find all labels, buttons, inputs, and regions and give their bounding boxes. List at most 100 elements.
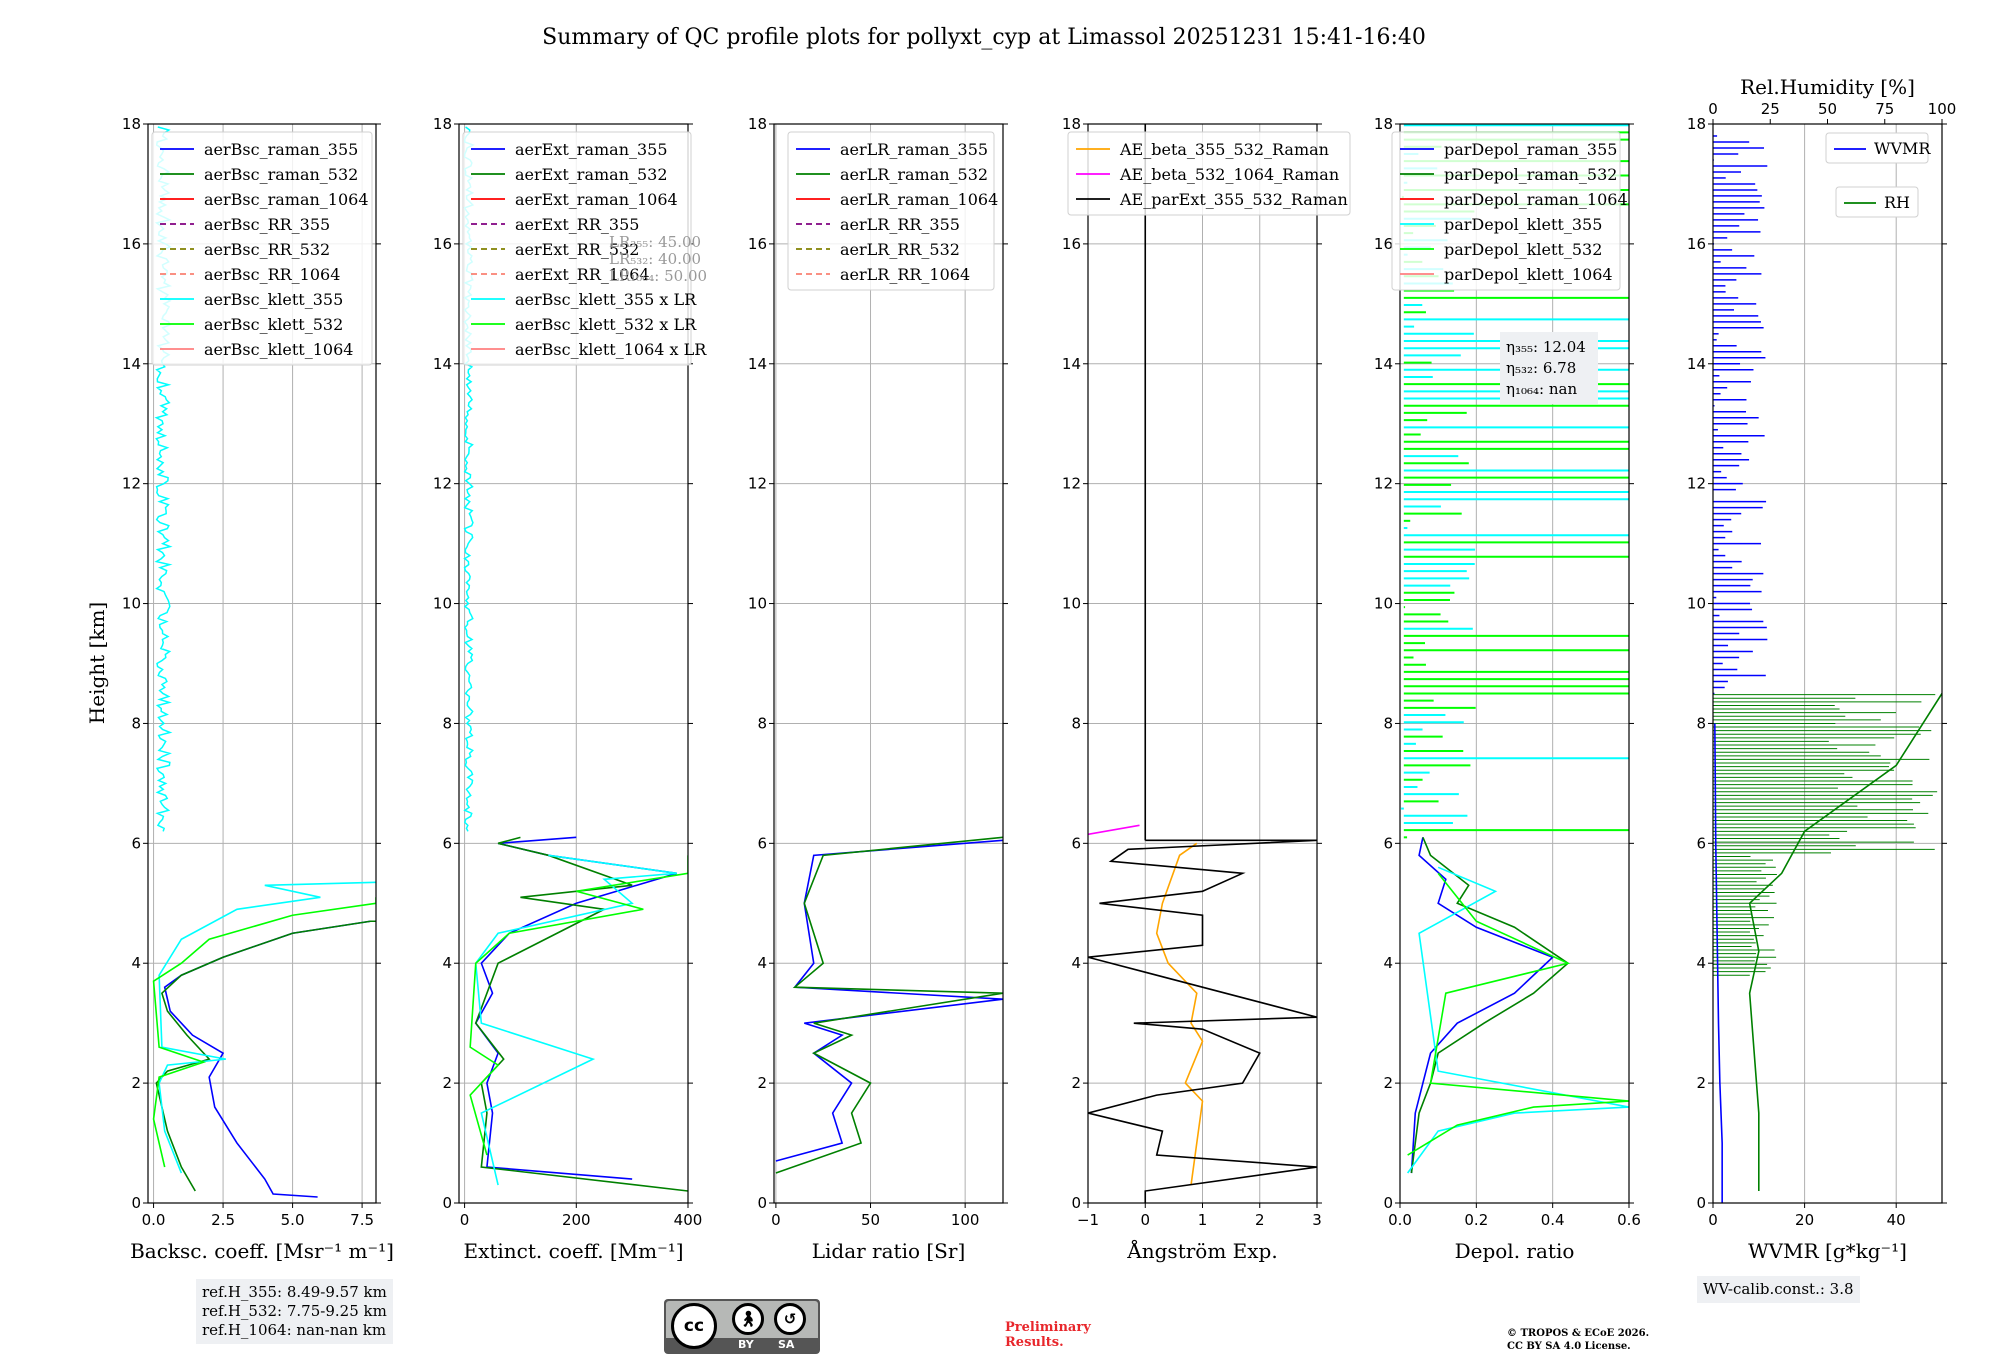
legend: parDepol_raman_355 parDepol_raman_532 parD… [1391, 131, 1628, 291]
y-tick-label: 12 [748, 475, 767, 493]
series-aerbsc-raman-532 [155, 920, 376, 1192]
y-tick-label: 14 [122, 355, 141, 373]
legend-label-aerbsc-klett-355: aerBsc_klett_355 [204, 290, 343, 309]
y-tick-label: 14 [433, 355, 452, 373]
legend-label-ae-parext-355-532-raman: AE_parExt_355_532_Raman [1119, 190, 1348, 209]
legend: aerBsc_raman_355 aerBsc_raman_532 aerBsc_r… [151, 131, 373, 366]
y-tick-label: 10 [433, 595, 452, 613]
legend: aerLR_raman_355 aerLR_raman_532 aerLR_rama… [787, 131, 998, 291]
y-tick-label: 12 [1687, 475, 1706, 493]
x-tick-label: 7.5 [350, 1211, 374, 1229]
legend-label-pardepol-klett-355: parDepol_klett_355 [1444, 215, 1602, 234]
panel-5: 0.0 0.2 0.4 0.6 0 2 4 6 8 10 12 14 16 18 Depol. ratio p… [1374, 115, 1641, 1263]
y-tick-label: 12 [1062, 475, 1081, 493]
eta-box: η₃₅₅: 12.04 η₅₃₂: 6.78 η₁₀₆₄: nan [1500, 332, 1598, 404]
y-tick-label: 0 [442, 1194, 452, 1212]
top-x-tick-label: 75 [1875, 100, 1894, 118]
legend-box [1825, 132, 1929, 164]
y-tick-label: 10 [748, 595, 767, 613]
y-tick-label: 6 [1071, 834, 1081, 852]
legend-rh: RH [1835, 186, 1919, 218]
series-group [1088, 124, 1317, 1203]
ref-height-355: ref.H_355: 8.49-9.57 km [202, 1283, 387, 1301]
cc-icon: cc [671, 1303, 717, 1349]
axes-frame [147, 123, 377, 1204]
x-axis-label: Backsc. coeff. [Msr⁻¹ m⁻¹] [130, 1239, 394, 1263]
copyright-line-2: CC BY SA 4.0 License. [1507, 1341, 1631, 1352]
legend-label-aerbsc-klett-1064: aerBsc_klett_1064 [204, 340, 353, 359]
legend-label-aerbsc-klett-1064-x-lr: aerBsc_klett_1064 x LR [515, 340, 707, 359]
y-tick-label: 18 [1374, 115, 1393, 133]
x-tick-label: −1 [1077, 1211, 1099, 1229]
legend-label-aerbsc-rr-355: aerBsc_RR_355 [204, 215, 330, 234]
y-tick-label: 8 [1383, 714, 1393, 732]
legend-label: RH [1884, 193, 1910, 212]
y-tick-label: 2 [1071, 1074, 1081, 1092]
legend-label-aerbsc-klett-532: aerBsc_klett_532 [204, 315, 343, 334]
y-tick-label: 18 [433, 115, 452, 133]
eta-label: η₃₅₅: 12.04 [1506, 338, 1586, 356]
y-tick-label: 6 [1696, 834, 1706, 852]
cc-sa-label: SA [778, 1338, 795, 1351]
y-tick-label: 14 [748, 355, 767, 373]
cc-by-label: BY [738, 1338, 754, 1351]
preliminary-line-1: Preliminary [1005, 1320, 1091, 1335]
y-tick-label: 6 [757, 834, 767, 852]
legend-label-aerbsc-rr-532: aerBsc_RR_532 [204, 240, 330, 259]
y-tick-label: 18 [748, 115, 767, 133]
series-pardepol-raman-355 [1410, 837, 1555, 1174]
legend-label-aerlr-rr-1064: aerLR_RR_1064 [840, 265, 970, 284]
series-pardepol-klett-532 [1407, 872, 1629, 1156]
x-tick-label: 0.0 [142, 1211, 166, 1229]
series-aerbsc-klett-355 [158, 881, 376, 1174]
preliminary-line-2: Results. [1005, 1335, 1064, 1350]
x-tick-label: 0 [1708, 1211, 1718, 1229]
y-tick-label: 6 [442, 834, 452, 852]
y-tick-label: 18 [1687, 115, 1706, 133]
legend-label-aerbsc-raman-1064: aerBsc_raman_1064 [204, 190, 369, 209]
legend-label-aerbsc-raman-532: aerBsc_raman_532 [204, 165, 358, 184]
legend: AE_beta_355_532_Raman AE_beta_532_1064_Ra… [1067, 131, 1351, 216]
lr-label: LR₃₅₅: 45.00 [609, 233, 701, 251]
x-axis-label: Lidar ratio [Sr] [812, 1239, 966, 1263]
y-tick-label: 0 [1696, 1194, 1706, 1212]
lr-label: LR₅₃₂: 40.00 [609, 250, 701, 268]
legend-label-aerlr-raman-1064: aerLR_raman_1064 [840, 190, 998, 209]
y-tick-label: 12 [122, 475, 141, 493]
y-tick-label: 4 [1696, 954, 1706, 972]
series-aerbsc-klett-355-x-lr [474, 854, 677, 1186]
legend-box [1391, 131, 1621, 291]
x-tick-label: 200 [562, 1211, 591, 1229]
y-tick-label: 6 [1383, 834, 1393, 852]
series-aerext-raman-532 [474, 836, 688, 1192]
y-tick-label: 4 [131, 954, 141, 972]
y-tick-label: 0 [757, 1194, 767, 1212]
top-x-tick-label: 25 [1761, 100, 1780, 118]
x-axis-label: WVMR [g*kg⁻¹] [1748, 1239, 1907, 1263]
legend-label-pardepol-klett-1064: parDepol_klett_1064 [1444, 265, 1613, 284]
legend-box [1067, 131, 1351, 216]
x-tick-label: 0.4 [1541, 1211, 1565, 1229]
y-tick-label: 16 [1374, 235, 1393, 253]
y-tick-label: 16 [1062, 235, 1081, 253]
x-tick-label: 5.0 [281, 1211, 305, 1229]
lr-label: LR₁₀₆₄: 50.00 [609, 267, 707, 285]
y-tick-label: 16 [748, 235, 767, 253]
ref-height-box: ref.H_355: 8.49-9.57 km ref.H_532: 7.75-… [196, 1279, 393, 1344]
x-tick-label: 100 [951, 1211, 980, 1229]
preliminary-results: Preliminary Results. [1005, 1320, 1091, 1350]
x-tick-label: 0.2 [1464, 1211, 1488, 1229]
top-axis-label: Rel.Humidity [%] [1740, 75, 1915, 99]
x-tick-label: 50 [861, 1211, 880, 1229]
legend-label-aerlr-rr-355: aerLR_RR_355 [840, 215, 960, 234]
axes-frame [1712, 123, 1943, 1204]
x-tick-label: 1 [1198, 1211, 1208, 1229]
ref-height-1064: ref.H_1064: nan-nan km [202, 1321, 387, 1339]
y-tick-label: 18 [122, 115, 141, 133]
legend-label-pardepol-raman-532: parDepol_raman_532 [1444, 165, 1617, 184]
y-tick-label: 2 [1696, 1074, 1706, 1092]
axes-frame [458, 123, 689, 1204]
wv-calib-box: WV-calib.const.: 3.8 [1697, 1276, 1860, 1303]
legend-label-aerext-rr-355: aerExt_RR_355 [515, 215, 639, 234]
